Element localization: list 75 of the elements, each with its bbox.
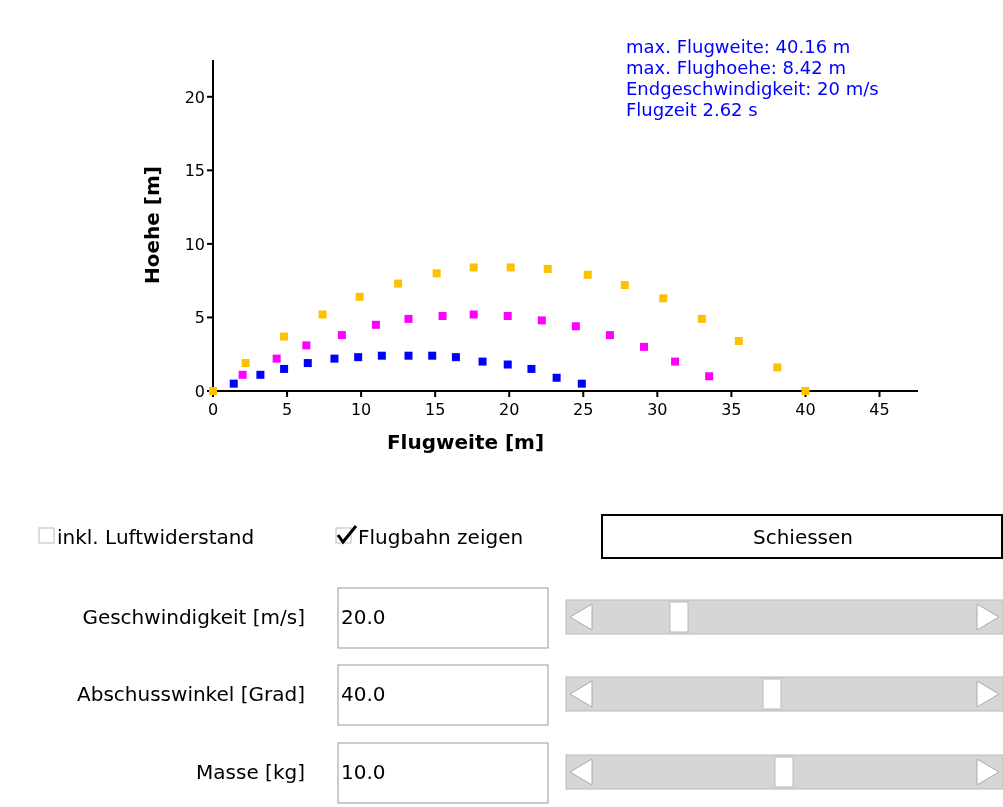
- point: [503, 360, 512, 369]
- text: inkl. Luftwiderstand: [57, 525, 255, 549]
- y-tick-label: 5: [194, 308, 205, 328]
- point: [355, 292, 364, 301]
- point: [503, 311, 512, 320]
- point: [238, 370, 247, 379]
- point: [377, 351, 386, 360]
- text: 10.0: [341, 760, 386, 784]
- y-tick-label: 20: [184, 87, 205, 107]
- x-tick-label: 15: [424, 400, 446, 419]
- x-tick-label: 25: [573, 400, 594, 419]
- x-tick-label: 45: [869, 400, 890, 419]
- x-tick-label: 40: [795, 400, 816, 419]
- annotation: max. Flughoehe: 8.42 m: [626, 57, 846, 78]
- x-tick-label: 5: [281, 400, 293, 419]
- annotation: Endgeschwindigkeit: 20 m/s: [626, 78, 879, 99]
- point: [272, 354, 281, 363]
- point: [506, 263, 515, 272]
- point: [773, 363, 782, 372]
- point: [734, 336, 743, 345]
- point: [451, 353, 460, 362]
- text: Schiessen: [752, 525, 854, 549]
- point: [543, 264, 552, 273]
- point: [280, 332, 289, 341]
- text: max. Flugweite: 40.16 m: [626, 36, 851, 57]
- x-tick-label: 20: [499, 400, 520, 419]
- x-tick-label: 10: [350, 400, 372, 419]
- y-tick-label: 15: [184, 161, 205, 181]
- point: [705, 372, 714, 381]
- point: [256, 370, 265, 379]
- text: Geschwindigkeit [m/s]: [82, 605, 305, 629]
- point: [303, 359, 312, 368]
- point: [394, 279, 403, 288]
- x-tick-label: 0: [207, 400, 219, 419]
- point: [577, 379, 586, 388]
- point: [527, 364, 536, 373]
- y-tick-label: 0: [194, 382, 205, 401]
- text: Flugbahn zeigen: [358, 525, 524, 549]
- x-tick-label: 35: [721, 400, 742, 419]
- text: 40.0: [341, 682, 386, 706]
- point: [697, 314, 706, 323]
- annotation: Flugzeit 2.62 s: [626, 99, 758, 120]
- point: [302, 341, 311, 350]
- point: [432, 269, 441, 278]
- point: [337, 331, 346, 340]
- point: [537, 316, 546, 325]
- point: [371, 320, 380, 329]
- point: [469, 263, 478, 272]
- point: [659, 294, 668, 303]
- point: [404, 351, 413, 360]
- point: [469, 310, 478, 319]
- point: [428, 351, 437, 360]
- x-axis-title: Flugweite [m]: [386, 430, 545, 454]
- y-axis-title: Hoehe [m]: [140, 166, 164, 284]
- point: [552, 373, 561, 382]
- point: [404, 314, 413, 323]
- point: [583, 270, 592, 279]
- y-tick-label: 10: [184, 234, 205, 254]
- point: [571, 322, 580, 331]
- point: [280, 364, 289, 373]
- point: [330, 354, 339, 363]
- point: [640, 342, 648, 351]
- text: Abschusswinkel [Grad]: [77, 682, 305, 706]
- point: [229, 379, 238, 388]
- point: [438, 311, 447, 320]
- point: [478, 357, 487, 366]
- text: Masse [kg]: [196, 760, 305, 784]
- point: [241, 359, 250, 368]
- point: [318, 310, 327, 319]
- point: [605, 331, 614, 340]
- x-tick-label: 30: [647, 400, 668, 419]
- text: 20.0: [341, 605, 386, 629]
- point: [354, 353, 363, 362]
- point: [620, 281, 629, 290]
- point: [671, 357, 680, 366]
